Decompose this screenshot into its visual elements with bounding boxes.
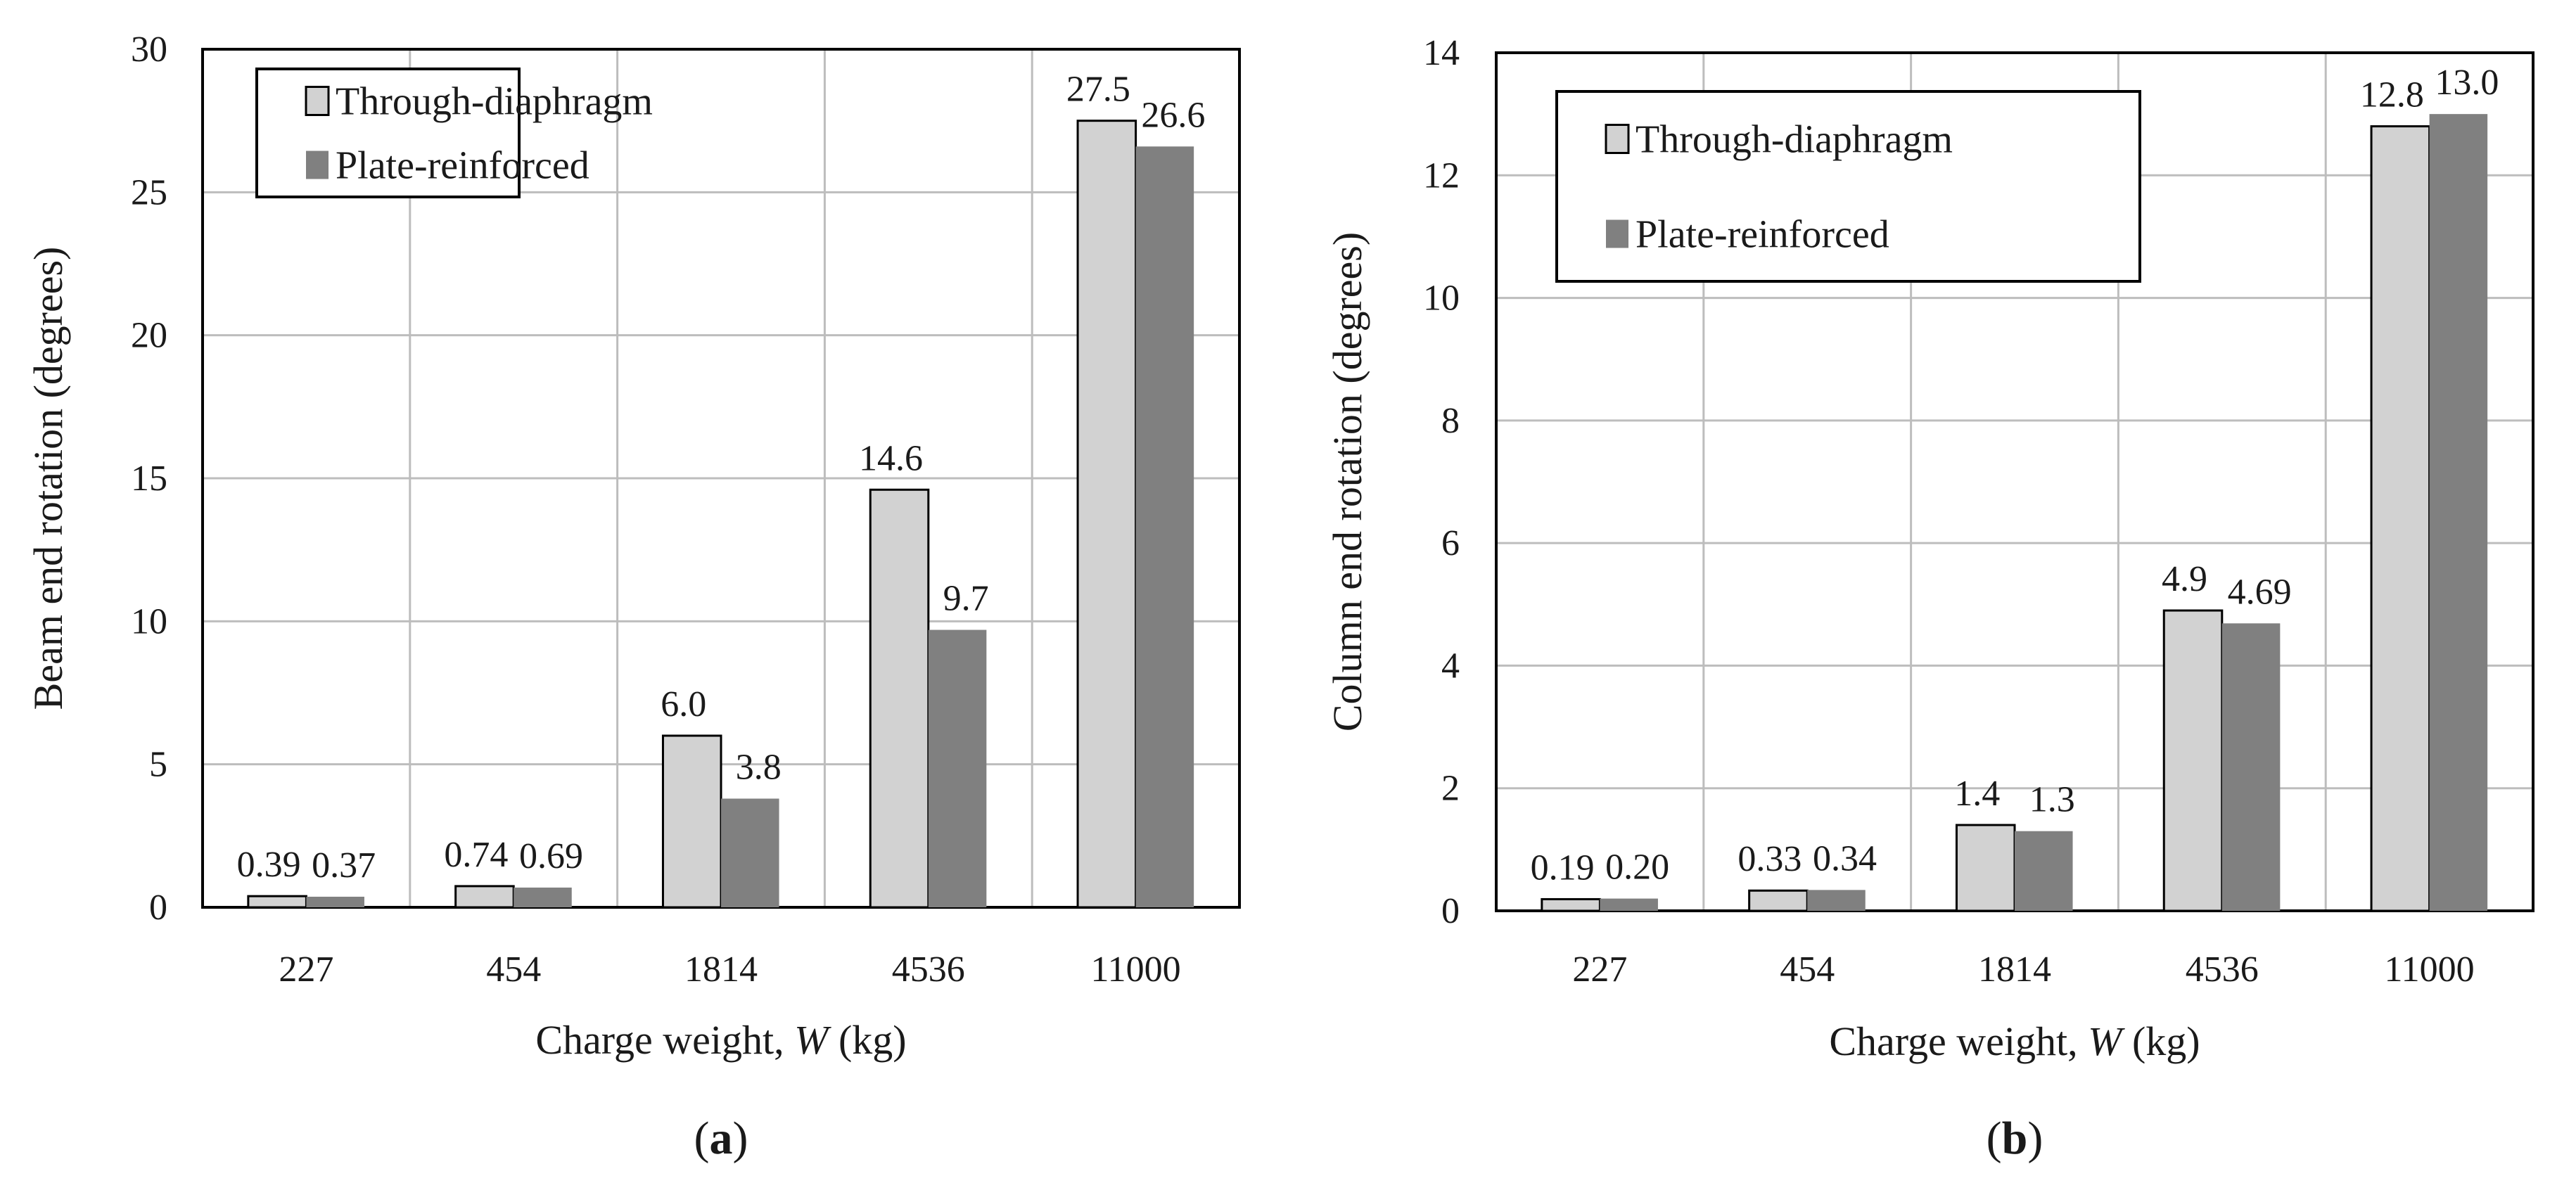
bar-plate-reinforced <box>1807 890 1866 911</box>
legend-label-through-diaphragm: Through-diaphragm <box>336 80 653 124</box>
y-tick-label: 10 <box>131 601 167 641</box>
legend-swatch-through-diaphragm <box>1605 124 1630 154</box>
x-tick-label: 4536 <box>2186 950 2259 990</box>
data-label-through-diaphragm: 14.6 <box>859 438 923 478</box>
x-tick-label: 11000 <box>2385 950 2475 990</box>
x-tick-label: 1814 <box>684 950 758 990</box>
data-label-through-diaphragm: 0.33 <box>1737 839 1802 879</box>
panel-label: (b) <box>1987 1113 2043 1164</box>
bar-plate-reinforced <box>2429 114 2488 912</box>
x-tick-label: 227 <box>1572 950 1627 990</box>
chart-panel-b: 0 2 4 6 8 10 12 14 0.19 0.20 227 0.33 0.34 454 1.4 1.3 1… <box>1325 33 2534 1164</box>
bar-plate-reinforced <box>514 887 572 907</box>
data-label-through-diaphragm: 0.19 <box>1531 848 1595 888</box>
data-label-through-diaphragm: 27.5 <box>1066 70 1130 110</box>
bar-plate-reinforced <box>2221 623 2281 911</box>
panel-label-letter: a <box>710 1113 733 1164</box>
legend-box <box>255 68 521 198</box>
bar-through-diaphragm <box>869 488 930 909</box>
legend-swatch-through-diaphragm <box>305 86 330 116</box>
data-label-plate-reinforced: 26.6 <box>1141 95 1205 135</box>
x-tick-label: 227 <box>279 950 333 990</box>
y-axis-title: Column end rotation (degrees) <box>1325 232 1370 731</box>
bar-through-diaphragm <box>2162 609 2224 912</box>
y-tick-label: 0 <box>149 888 167 928</box>
data-label-plate-reinforced: 0.20 <box>1605 848 1669 888</box>
bar-through-diaphragm <box>1541 897 1601 912</box>
data-label-through-diaphragm: 6.0 <box>661 684 706 724</box>
y-tick-label: 10 <box>1423 279 1460 319</box>
x-axis-title-prefix: Charge weight, <box>1829 1018 2088 1064</box>
y-tick-label: 5 <box>149 745 167 785</box>
x-tick-label: 1814 <box>1978 950 2051 990</box>
y-tick-label: 6 <box>1441 523 1460 563</box>
legend-label-plate-reinforced: Plate-reinforced <box>1635 213 1889 257</box>
panel-label-close: ) <box>733 1113 748 1164</box>
chart-panel-a: 0 5 10 15 20 25 30 0.39 0.37 227 0.74 0.69 454 6.0 3.8… <box>25 30 1241 1164</box>
y-tick-label: 8 <box>1441 401 1460 441</box>
x-axis-title-suffix: (kg) <box>828 1017 906 1063</box>
y-tick-label: 25 <box>131 172 167 212</box>
panel-label-open: ( <box>694 1113 710 1164</box>
x-tick-label: 454 <box>486 950 541 990</box>
legend-label-plate-reinforced: Plate-reinforced <box>336 144 589 188</box>
bar-through-diaphragm <box>454 885 515 909</box>
panel-label-close: ) <box>2027 1113 2043 1164</box>
data-label-plate-reinforced: 4.69 <box>2228 572 2292 612</box>
panel-label: (a) <box>694 1113 748 1164</box>
data-label-through-diaphragm: 0.39 <box>237 845 301 885</box>
bar-plate-reinforced <box>1135 146 1194 908</box>
legend: Through-diaphragm Plate-reinforced <box>1555 90 2141 283</box>
bar-through-diaphragm <box>2370 125 2431 912</box>
data-label-through-diaphragm: 12.8 <box>2360 75 2424 115</box>
panel-label-letter: b <box>2002 1113 2028 1164</box>
x-axis-title-variable: W <box>2088 1018 2125 1064</box>
data-label-plate-reinforced: 0.34 <box>1813 838 1877 878</box>
x-tick-label: 11000 <box>1091 950 1181 990</box>
x-axis-title-variable: W <box>794 1017 831 1063</box>
y-tick-label: 20 <box>131 316 167 356</box>
x-tick-label: 454 <box>1780 950 1835 990</box>
x-axis-title-prefix: Charge weight, <box>535 1017 794 1063</box>
x-tick-label: 4536 <box>892 950 965 990</box>
x-axis-title-suffix: (kg) <box>2122 1018 2200 1064</box>
bar-through-diaphragm <box>1748 889 1809 912</box>
bar-through-diaphragm <box>247 895 307 909</box>
x-axis-title: Charge weight, W (kg) <box>1829 1018 2200 1064</box>
data-label-plate-reinforced: 9.7 <box>943 579 989 619</box>
data-label-plate-reinforced: 0.69 <box>519 836 583 876</box>
bar-through-diaphragm <box>1076 120 1137 909</box>
y-tick-label: 30 <box>131 30 167 70</box>
legend: Through-diaphragm Plate-reinforced <box>255 68 653 198</box>
data-label-plate-reinforced: 0.37 <box>312 845 376 885</box>
y-tick-label: 4 <box>1441 646 1460 686</box>
y-axis-title: Beam end rotation (degrees) <box>25 247 71 710</box>
data-label-plate-reinforced: 1.3 <box>2029 780 2075 820</box>
bar-through-diaphragm <box>661 734 722 909</box>
y-tick-label: 12 <box>1423 155 1460 196</box>
y-tick-label: 2 <box>1441 769 1460 809</box>
bar-plate-reinforced <box>1600 898 1658 911</box>
legend-label-through-diaphragm: Through-diaphragm <box>1635 118 1953 162</box>
y-tick-label: 0 <box>1441 891 1460 931</box>
legend-box <box>1555 90 2141 283</box>
data-label-plate-reinforced: 3.8 <box>736 747 782 787</box>
panel-label-open: ( <box>1987 1113 2002 1164</box>
data-label-through-diaphragm: 4.9 <box>2162 559 2207 599</box>
data-label-through-diaphragm: 1.4 <box>1954 774 2000 814</box>
legend-swatch-plate-reinforced <box>1606 219 1628 248</box>
bar-through-diaphragm <box>1955 824 2016 912</box>
bar-plate-reinforced <box>928 629 987 907</box>
data-label-through-diaphragm: 0.74 <box>444 835 508 875</box>
data-label-plate-reinforced: 13.0 <box>2435 63 2499 103</box>
bar-plate-reinforced <box>721 798 779 907</box>
y-tick-label: 15 <box>131 459 167 499</box>
y-tick-label: 14 <box>1423 33 1460 73</box>
bar-plate-reinforced <box>2015 831 2073 911</box>
legend-swatch-plate-reinforced <box>306 151 329 179</box>
bar-plate-reinforced <box>306 896 364 907</box>
x-axis-title: Charge weight, W (kg) <box>535 1017 906 1063</box>
